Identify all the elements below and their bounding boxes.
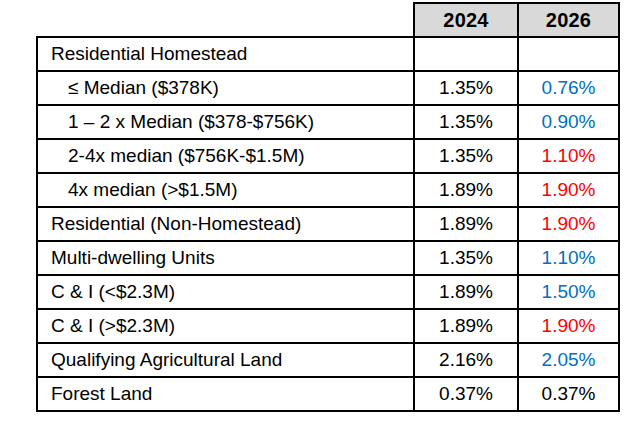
table-row: C & I (>$2.3M) 1.89% 1.90% (37, 309, 619, 343)
value-2026-cell: 0.76% (518, 71, 619, 105)
value-2024-cell: 1.35% (414, 71, 518, 105)
table-row: Qualifying Agricultural Land 2.16% 2.05% (37, 343, 619, 377)
header-year-2026: 2026 (518, 3, 619, 37)
table-row: 1 – 2 x Median ($378-$756K) 1.35% 0.90% (37, 105, 619, 139)
table-row: Multi-dwelling Units 1.35% 1.10% (37, 241, 619, 275)
category-cell: Qualifying Agricultural Land (37, 343, 414, 377)
value-2024-cell: 1.89% (414, 207, 518, 241)
category-cell: 4x median (>$1.5M) (37, 173, 414, 207)
table-row: ≤ Median ($378K) 1.35% 0.76% (37, 71, 619, 105)
value-2026-cell: 1.90% (518, 309, 619, 343)
header-spacer-cell (37, 3, 414, 37)
value-2024-cell: 1.35% (414, 139, 518, 173)
value-2024-cell: 1.35% (414, 105, 518, 139)
value-2026-cell: 0.90% (518, 105, 619, 139)
header-year-2024: 2024 (414, 3, 518, 37)
category-cell: C & I (>$2.3M) (37, 309, 414, 343)
value-2026-cell: 1.90% (518, 173, 619, 207)
category-cell: Residential Homestead (37, 37, 414, 71)
category-cell: ≤ Median ($378K) (37, 71, 414, 105)
tax-rates-table: 2024 2026 Residential Homestead ≤ Median… (36, 2, 620, 412)
table-row: Residential (Non-Homestead) 1.89% 1.90% (37, 207, 619, 241)
value-2024-cell: 2.16% (414, 343, 518, 377)
value-2026-cell: 1.10% (518, 139, 619, 173)
category-cell: Residential (Non-Homestead) (37, 207, 414, 241)
value-2026-cell: 1.10% (518, 241, 619, 275)
table-row: C & I (<$2.3M) 1.89% 1.50% (37, 275, 619, 309)
value-2024-cell (414, 37, 518, 71)
table-row: Residential Homestead (37, 37, 619, 71)
header-row: 2024 2026 (37, 3, 619, 37)
value-2024-cell: 1.89% (414, 173, 518, 207)
value-2024-cell: 0.37% (414, 377, 518, 411)
table-row: 4x median (>$1.5M) 1.89% 1.90% (37, 173, 619, 207)
tax-rates-screenshot: 2024 2026 Residential Homestead ≤ Median… (0, 0, 632, 422)
value-2026-cell (518, 37, 619, 71)
value-2026-cell: 1.50% (518, 275, 619, 309)
category-cell: 1 – 2 x Median ($378-$756K) (37, 105, 414, 139)
value-2026-cell: 1.90% (518, 207, 619, 241)
value-2024-cell: 1.35% (414, 241, 518, 275)
table-row: 2-4x median ($756K-$1.5M) 1.35% 1.10% (37, 139, 619, 173)
value-2026-cell: 0.37% (518, 377, 619, 411)
table-row: Forest Land 0.37% 0.37% (37, 377, 619, 411)
category-cell: Multi-dwelling Units (37, 241, 414, 275)
value-2024-cell: 1.89% (414, 275, 518, 309)
value-2026-cell: 2.05% (518, 343, 619, 377)
value-2024-cell: 1.89% (414, 309, 518, 343)
category-cell: 2-4x median ($756K-$1.5M) (37, 139, 414, 173)
category-cell: Forest Land (37, 377, 414, 411)
category-cell: C & I (<$2.3M) (37, 275, 414, 309)
